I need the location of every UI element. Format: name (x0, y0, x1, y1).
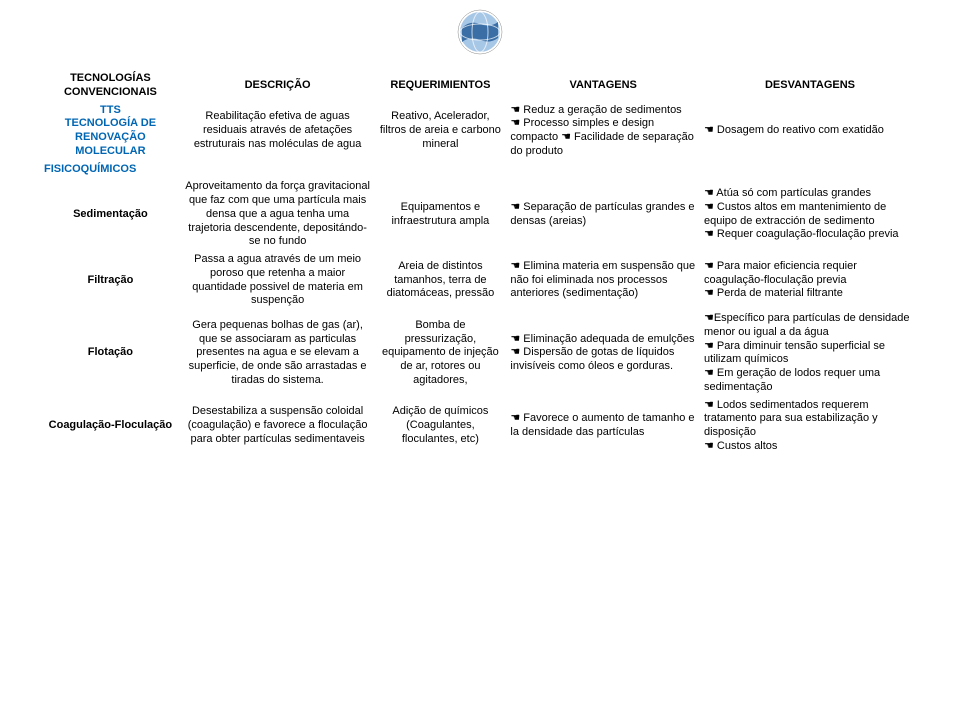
tts-req: Reativo, Acelerador, filtros de areia e … (374, 102, 506, 161)
row-adv: ☚ Separação de partículas grandes e dens… (506, 178, 700, 251)
section-row: FISICOQUÍMICOS (40, 161, 920, 179)
row-req: Bomba de pressurização, equipamento de i… (374, 310, 506, 397)
tts-name: TTS TECNOLOGÍA DE RENOVAÇÃO MOLECULAR (40, 102, 181, 161)
table-row: Coagulação-Floculação Desestabiliza a su… (40, 397, 920, 456)
table-row: Filtração Passa a agua através de um mei… (40, 251, 920, 310)
row-dis: ☚ Lodos sedimentados requerem tratamento… (700, 397, 920, 456)
tts-desc: Reabilitação efetiva de aguas residuais … (181, 102, 375, 161)
row-desc: Aproveitamento da força gravitacional qu… (181, 178, 375, 251)
row-name: Flotação (40, 310, 181, 397)
row-name: Coagulação-Floculação (40, 397, 181, 456)
header-adv: VANTAGENS (506, 70, 700, 102)
header-req: REQUERIMIENTOS (374, 70, 506, 102)
tts-adv: ☚ Reduz a geração de sedimentos ☚ Proces… (506, 102, 700, 161)
table-row: Sedimentação Aproveitamento da força gra… (40, 178, 920, 251)
row-name: Filtração (40, 251, 181, 310)
row-dis: ☚Específico para partículas de densidade… (700, 310, 920, 397)
table-header-row: TECNOLOGÍAS CONVENCIONAIS DESCRIÇÃO REQU… (40, 70, 920, 102)
row-adv: ☚ Eliminação adequada de emulções ☚ Disp… (506, 310, 700, 397)
globe-logo-icon (456, 8, 504, 56)
header-dis: DESVANTAGENS (700, 70, 920, 102)
row-adv: ☚ Favorece o aumento de tamanho e la den… (506, 397, 700, 456)
header-desc: DESCRIÇÃO (181, 70, 375, 102)
row-req: Equipamentos e infraestrutura ampla (374, 178, 506, 251)
table-row: Flotação Gera pequenas bolhas de gas (ar… (40, 310, 920, 397)
row-adv: ☚ Elimina materia em suspensão que não f… (506, 251, 700, 310)
row-name: Sedimentação (40, 178, 181, 251)
row-dis: ☚ Atúa só com partículas grandes ☚ Custo… (700, 178, 920, 251)
row-desc: Desestabiliza a suspensão coloidal (coag… (181, 397, 375, 456)
row-dis: ☚ Para maior eficiencia requier coagulaç… (700, 251, 920, 310)
row-req: Adição de químicos (Coagulantes, flocula… (374, 397, 506, 456)
tts-row: TTS TECNOLOGÍA DE RENOVAÇÃO MOLECULAR Re… (40, 102, 920, 161)
row-desc: Passa a agua através de um meio poroso q… (181, 251, 375, 310)
row-req: Areia de distintos tamanhos, terra de di… (374, 251, 506, 310)
tts-dis: ☚ Dosagem do reativo com exatidão (700, 102, 920, 161)
header-tech: TECNOLOGÍAS CONVENCIONAIS (40, 70, 181, 102)
row-desc: Gera pequenas bolhas de gas (ar), que se… (181, 310, 375, 397)
section-label: FISICOQUÍMICOS (40, 161, 920, 179)
comparison-table: TECNOLOGÍAS CONVENCIONAIS DESCRIÇÃO REQU… (40, 70, 920, 456)
